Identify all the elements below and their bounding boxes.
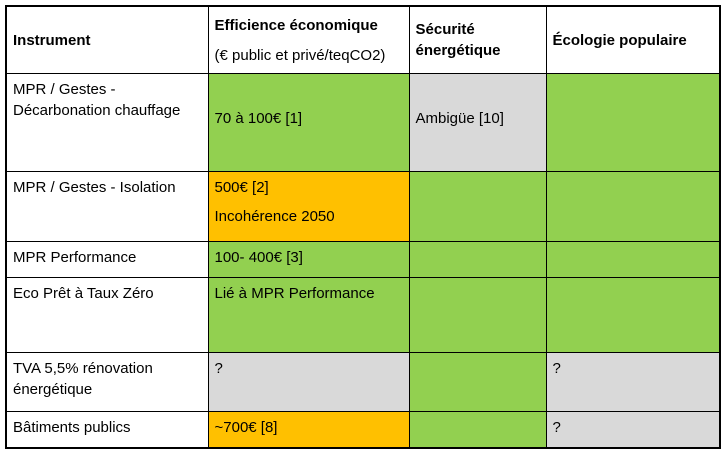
securite-cell [408,410,547,449]
securite-cell [408,351,547,412]
instrument-cell: MPR / Gestes - Isolation [5,170,209,242]
ecologie-cell [545,170,721,242]
securite-cell [408,240,547,278]
efficience-cell: Lié à MPR Performance [207,276,410,353]
securite-cell: Ambigüe [10] [408,72,547,172]
header-ecologie-populaire: Écologie populaire [545,5,721,74]
efficience-cell: ~700€ [8] [207,410,410,449]
cell-text: ? [552,359,561,377]
header-securite-energetique: Sécurité énergétique [408,5,547,74]
cell-text: Ambigüe [10] [415,109,504,127]
header-instrument: Instrument [5,5,209,74]
securite-cell [408,170,547,242]
ecologie-cell [545,72,721,172]
ecologie-cell: ? [545,351,721,412]
instruments-evaluation-table: Instrument Efficience économique (€ publ… [5,5,721,449]
instrument-cell: Eco Prêt à Taux Zéro [5,276,209,353]
table-row: TVA 5,5% rénovation énergétique ? ? [5,351,721,412]
cell-text: Incohérence 2050 [214,207,335,225]
cell-text [416,79,540,100]
table-row: Bâtiments publics ~700€ [8] ? [5,410,721,449]
cell-text: ~700€ [8] [214,418,278,436]
ecologie-cell [545,240,721,278]
cell-text [215,79,403,100]
header-efficience-title: Efficience économique [214,16,378,34]
instrument-cell: MPR Performance [5,240,209,278]
instrument-cell: Bâtiments publics [5,410,209,449]
table-row: MPR / Gestes - Isolation 500€ [2] Incohér… [5,170,721,242]
header-efficience-unit: (€ public et privé/teqCO2) [214,46,386,64]
table-row: MPR Performance 100- 400€ [3] [5,240,721,278]
efficience-cell: 500€ [2] Incohérence 2050 [207,170,410,242]
ecologie-cell: ? [545,410,721,449]
header-efficience-economique: Efficience économique (€ public et privé… [207,5,410,74]
cell-text: Lié à MPR Performance [214,284,375,302]
instrument-cell: TVA 5,5% rénovation énergétique [5,351,209,412]
cell-text: 500€ [2] [214,178,269,196]
cell-text: 100- 400€ [3] [214,248,303,266]
cell-text: ? [214,359,223,377]
header-row: Instrument Efficience économique (€ publ… [5,5,721,74]
efficience-cell: ? [207,351,410,412]
efficience-cell: 70 à 100€ [1] [207,72,410,172]
table-row: MPR / Gestes - Décarbonation chauffage 7… [5,72,721,172]
ecologie-cell [545,276,721,353]
securite-cell [408,276,547,353]
table-row: Eco Prêt à Taux Zéro Lié à MPR Performan… [5,276,721,353]
cell-text: 70 à 100€ [1] [214,109,303,127]
efficience-cell: 100- 400€ [3] [207,240,410,278]
instrument-cell: MPR / Gestes - Décarbonation chauffage [5,72,209,172]
cell-text: ? [552,418,561,436]
